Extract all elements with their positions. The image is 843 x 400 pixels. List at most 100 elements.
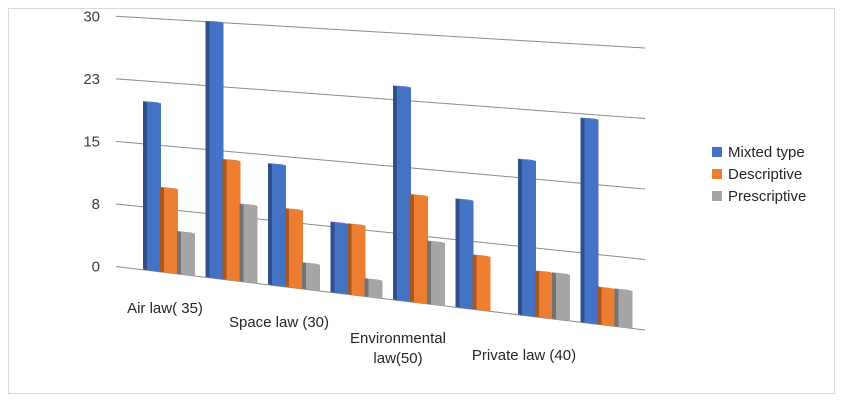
bar-side (268, 163, 272, 286)
legend-label: Descriptive (728, 166, 802, 183)
bar-top (552, 272, 570, 275)
bar-top (143, 101, 161, 104)
bar-front (272, 164, 286, 287)
bar-side (552, 272, 556, 320)
bar (222, 158, 241, 282)
bar-side (455, 198, 460, 308)
bar (205, 20, 224, 280)
bar (268, 163, 286, 287)
bar (410, 194, 428, 304)
bar-top (472, 254, 491, 257)
bar-side (330, 221, 335, 293)
y-axis-ticks: 0 8 15 23 30 (83, 8, 100, 275)
bar (160, 186, 178, 274)
bar-top (330, 221, 349, 224)
bar-top (347, 223, 366, 226)
bar-top (177, 230, 195, 234)
y-tick-label: 8 (92, 196, 100, 213)
bar-side (410, 194, 414, 303)
bar-top (393, 85, 411, 88)
bar-front (459, 199, 474, 310)
x-axis-labels: Air law( 35) Space law (30) Environmental l… (127, 300, 576, 367)
legend-label: Prescriptive (728, 188, 806, 205)
x-category-label: Private law (40) (472, 347, 576, 364)
bar (427, 240, 445, 306)
legend-swatch (712, 191, 722, 201)
bar (393, 85, 411, 302)
legend-swatch (712, 169, 722, 179)
bar-side (427, 240, 431, 305)
bar-front (431, 241, 445, 306)
bar-side (347, 223, 352, 295)
bar (552, 272, 570, 321)
bar-side (302, 262, 306, 290)
bar-top (239, 203, 258, 206)
bar-front (289, 209, 303, 289)
bar-side (597, 286, 602, 325)
bar-front (351, 224, 366, 297)
bars (143, 20, 633, 329)
bar-front (556, 273, 570, 321)
gridline (115, 203, 646, 260)
bar-side (143, 101, 147, 271)
bar-front (584, 118, 599, 325)
bar-top (580, 117, 599, 120)
bar-side (580, 117, 585, 323)
bar (302, 262, 320, 291)
bar (614, 288, 633, 329)
bar-side (160, 186, 164, 273)
bar-top (427, 240, 445, 243)
y-tick-label: 0 (92, 259, 100, 276)
bar-side (239, 203, 244, 282)
bar-top (518, 158, 536, 161)
x-category-label: Environmental law(50) (350, 330, 446, 367)
bar-front (539, 271, 553, 319)
bar-front (147, 102, 161, 272)
bar (580, 117, 599, 325)
bar (143, 101, 161, 272)
bar-front (397, 86, 411, 302)
bar-front (306, 263, 320, 291)
legend-item: Descriptive (712, 166, 802, 183)
gridline (115, 15, 646, 49)
bar-front (243, 204, 258, 284)
bar-front (368, 279, 383, 299)
bar-side (364, 278, 369, 297)
bar (177, 230, 195, 276)
bar (455, 198, 474, 310)
bar-top (268, 163, 286, 166)
bar-front (226, 159, 241, 282)
legend-label: Mixted type (728, 144, 805, 161)
x-category-label: Air law( 35) (127, 300, 203, 317)
bar-top (455, 198, 474, 201)
bar-side (205, 20, 210, 278)
bar-front (164, 187, 178, 274)
bar (518, 158, 536, 317)
bar-front (414, 195, 428, 304)
bar-front (476, 255, 491, 312)
bar-side (614, 288, 619, 327)
bar-front (209, 21, 224, 280)
bar-side (472, 254, 477, 310)
gridline (115, 78, 646, 119)
bar (285, 208, 303, 289)
bar-top (364, 278, 383, 281)
legend-item: Mixted type (712, 144, 805, 161)
legend: Mixted type Descriptive Prescriptive (712, 144, 806, 205)
bar (489, 310, 508, 314)
legend-swatch (712, 147, 722, 157)
bar-top (597, 286, 616, 290)
bar-top (535, 270, 553, 273)
y-tick-label: 23 (83, 71, 100, 88)
bar-top (302, 262, 320, 265)
bar-top (160, 186, 178, 190)
bar (472, 254, 491, 312)
bar (239, 203, 258, 284)
bar (597, 286, 616, 327)
x-category-label: Space law (30) (229, 314, 329, 331)
bar-side (177, 230, 181, 275)
bar-front (618, 289, 633, 329)
bar-top (489, 310, 508, 314)
bar-front (334, 222, 349, 295)
